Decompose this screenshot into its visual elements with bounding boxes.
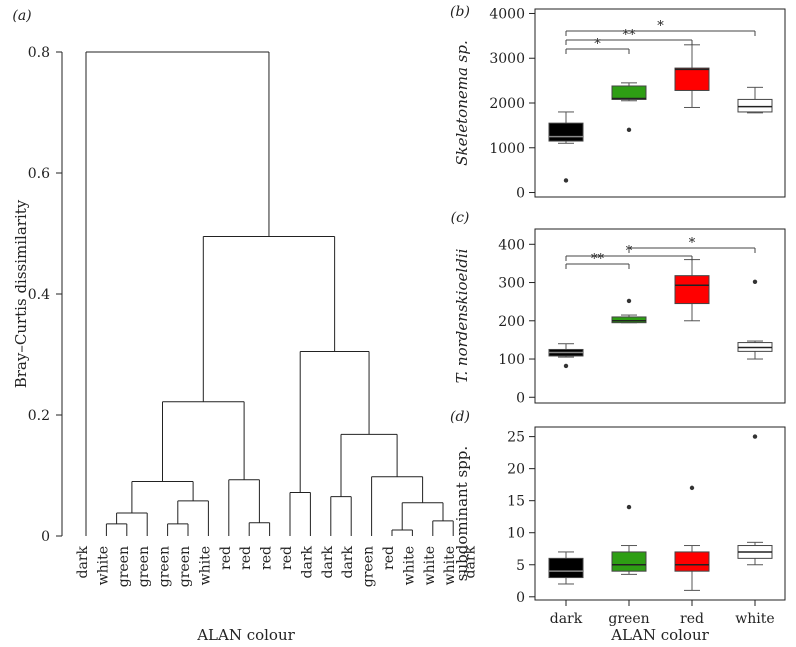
- y-tick-label: 0: [516, 186, 525, 202]
- outlier-point: [563, 363, 569, 369]
- dendrogram-leaf-label: dark: [75, 545, 91, 578]
- y-tick-label: 100: [498, 352, 525, 368]
- panel-a-label: (a): [12, 8, 31, 24]
- box-green: [611, 298, 647, 324]
- x-tick-label: dark: [550, 611, 583, 627]
- outlier-point: [563, 178, 569, 183]
- panel-label: (c): [451, 210, 470, 226]
- dendrogram-leaf-label: white: [401, 546, 417, 585]
- box-green: [611, 504, 647, 575]
- dendrogram-leaf-label: green: [361, 546, 377, 587]
- outlier-point: [626, 504, 632, 510]
- y-tick-label: 25: [507, 430, 525, 446]
- box-body: [674, 67, 710, 91]
- significance-label: **: [591, 252, 605, 267]
- panel-label: (d): [450, 409, 470, 425]
- panel-a-y-tick-label: 0.6: [28, 166, 50, 182]
- significance-label: *: [689, 236, 696, 251]
- panel-a-y-tick-label: 0.2: [28, 408, 50, 424]
- box-white: [737, 279, 773, 360]
- y-axis-label: subdominant spp.: [453, 446, 471, 581]
- y-tick-label: 0: [516, 590, 525, 606]
- y-tick-label: 0: [516, 390, 525, 406]
- panel-a-y-tick-label: 0.8: [28, 45, 50, 61]
- y-tick-label: 300: [498, 276, 525, 292]
- significance-bracket: *: [628, 236, 756, 253]
- dendrogram-leaf-label: dark: [320, 545, 336, 578]
- dendrogram-leaf-label: green: [177, 546, 193, 587]
- dendrogram-leaf-label: red: [259, 546, 275, 570]
- outlier-point: [752, 279, 758, 284]
- panel-a-y-tick-label: 0.4: [28, 287, 50, 303]
- outlier-point: [626, 298, 632, 304]
- significance-label: **: [623, 28, 637, 43]
- x-tick-label: white: [735, 611, 774, 627]
- panel-a-x-label: ALAN colour: [196, 626, 295, 644]
- x-tick-label: green: [608, 611, 649, 627]
- significance-bracket: **: [565, 252, 630, 269]
- panel-label: (b): [450, 4, 470, 20]
- significance-bracket: **: [565, 28, 693, 45]
- box-red: [674, 44, 710, 108]
- y-tick-label: 5: [516, 558, 525, 574]
- dendrogram-leaf-label: red: [218, 546, 234, 570]
- panel-a-y-label: Bray–Curtis dissimilarity: [12, 199, 30, 388]
- box-white: [737, 434, 773, 566]
- dendrogram-leaf-label: green: [136, 546, 152, 587]
- x-tick-label: red: [680, 611, 704, 627]
- y-tick-label: 10: [507, 526, 525, 542]
- outlier-point: [689, 485, 695, 491]
- box-red: [674, 485, 710, 591]
- dendrogram-leaf-label: white: [95, 546, 111, 585]
- box-body: [674, 275, 710, 305]
- box-body: [611, 551, 647, 572]
- significance-bracket: *: [565, 37, 630, 54]
- y-tick-label: 200: [498, 314, 525, 330]
- box-body: [548, 122, 584, 142]
- box-white: [737, 86, 773, 114]
- y-tick-label: 15: [507, 494, 525, 510]
- box-body: [674, 551, 710, 572]
- box-dark: [548, 551, 584, 585]
- outlier-point: [752, 434, 758, 439]
- panel-frame: [534, 228, 786, 404]
- dendrogram-leaf-label: dark: [463, 545, 479, 578]
- y-axis-label: Skeletonema sp.: [453, 40, 471, 166]
- panel-a-y-tick-label: 0: [41, 529, 50, 545]
- significance-bracket: *: [565, 19, 756, 36]
- y-tick-label: 20: [507, 462, 525, 478]
- y-tick-label: 4000: [489, 6, 525, 22]
- y-tick-label: 1000: [489, 141, 525, 157]
- panel-frame: [534, 426, 786, 601]
- dendrogram-leaf-label: green: [157, 546, 173, 587]
- box-body: [548, 557, 584, 579]
- box-red: [674, 259, 710, 322]
- box-body: [611, 85, 647, 100]
- box-body: [737, 98, 773, 113]
- dendrogram-leaf-label: red: [238, 546, 254, 570]
- dendrogram-leaf-label: white: [442, 546, 458, 585]
- outlier-point: [626, 127, 632, 133]
- box-dark: [548, 343, 584, 369]
- dendrogram-leaf-label: green: [116, 546, 132, 587]
- dendrogram-leaf-label: white: [422, 546, 438, 585]
- x-axis-label: ALAN colour: [610, 626, 709, 644]
- dendrogram-leaf-label: red: [279, 546, 295, 570]
- dendrogram-leaf-label: dark: [340, 545, 356, 578]
- y-tick-label: 2000: [489, 96, 525, 112]
- significance-label: *: [594, 37, 601, 52]
- significance-label: *: [657, 19, 664, 34]
- y-tick-label: 400: [498, 237, 525, 253]
- y-tick-label: 3000: [489, 51, 525, 67]
- dendrogram-leaf-label: red: [381, 546, 397, 570]
- box-body: [611, 316, 647, 324]
- box-dark: [548, 111, 584, 183]
- y-axis-label: T. nordenskioeldii: [453, 248, 471, 383]
- dendrogram-leaf-label: white: [197, 546, 213, 585]
- dendrogram-leaf-label: dark: [299, 545, 315, 578]
- box-green: [611, 82, 647, 133]
